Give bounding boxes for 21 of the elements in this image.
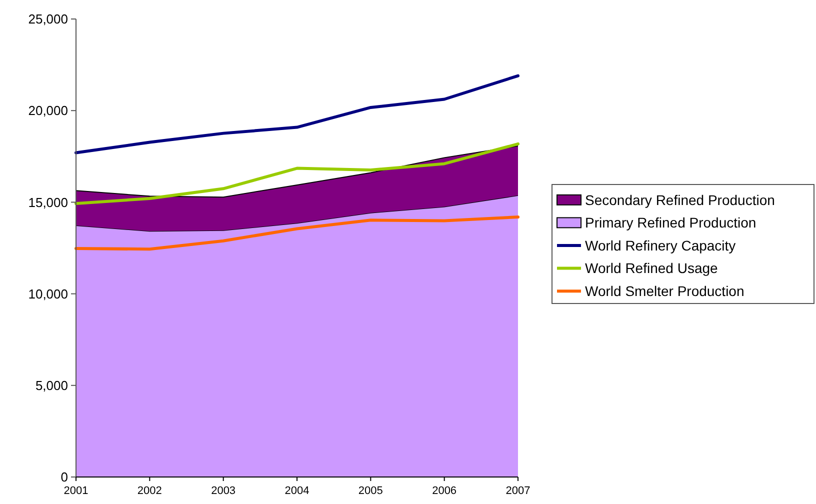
legend-label: World Refined Usage: [585, 260, 718, 276]
x-tick-label: 2002: [137, 485, 162, 497]
y-tick-label: 25,000: [28, 12, 68, 27]
legend-label: World Refinery Capacity: [585, 237, 736, 254]
legend-label: Secondary Refined Production: [585, 192, 775, 208]
line-series: [74, 74, 520, 154]
x-tick-label: 2003: [211, 485, 236, 497]
x-tick-label: 2007: [506, 485, 530, 497]
y-tick-label: 5,000: [35, 378, 68, 393]
y-tick-label: 15,000: [28, 194, 68, 210]
y-tick-label: 10,000: [28, 286, 68, 302]
y-tick-label: 20,000: [28, 103, 68, 118]
x-tick-label: 2004: [284, 485, 310, 497]
x-tick-label: 2006: [432, 485, 457, 497]
x-tick-label: 2001: [64, 485, 88, 497]
legend-label: Primary Refined Production: [585, 214, 756, 231]
line-series: [74, 216, 520, 251]
line-series: [74, 142, 520, 205]
x-tick-label: 2005: [358, 485, 383, 497]
y-tick-label: 0: [60, 470, 68, 485]
legend-label: World Smelter Production: [585, 283, 744, 299]
